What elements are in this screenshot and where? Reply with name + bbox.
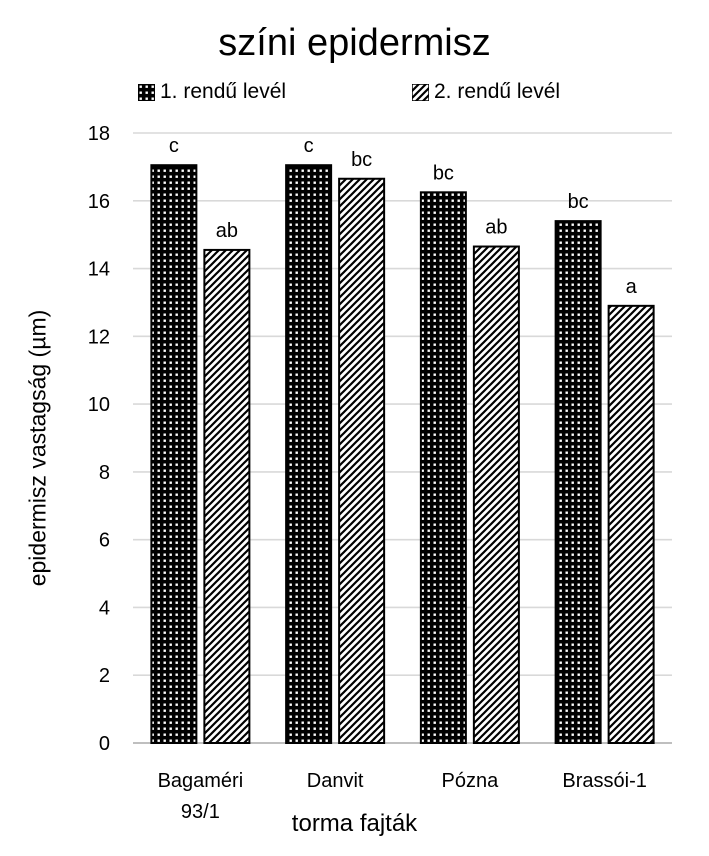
y-tick-label: 12 <box>88 326 110 348</box>
chart-title: színi epidermisz <box>218 22 491 64</box>
legend-item-series-1: 1. rendű levél <box>138 80 286 104</box>
legend-item-series-2: 2. rendű levél <box>412 80 560 104</box>
y-tick-label: 10 <box>88 394 110 416</box>
data-label: c <box>169 135 179 157</box>
bar-series-2 <box>472 245 520 744</box>
data-label: c <box>304 135 314 157</box>
x-tick-label: Pózna <box>442 770 500 792</box>
bar-series-1 <box>419 191 467 745</box>
legend-swatch-hatch <box>412 83 429 101</box>
x-tick-label: 93/1 <box>181 801 220 823</box>
x-tick-label: Brassói-1 <box>562 770 646 792</box>
y-tick-label: 6 <box>99 530 110 552</box>
y-tick-label: 16 <box>88 191 110 213</box>
y-tick-label: 8 <box>99 462 110 484</box>
bar-series-1 <box>285 164 333 744</box>
bars <box>150 164 655 745</box>
legend-swatch-dots <box>138 83 155 101</box>
y-tick-labels: 0 2 4 6 8 10 12 14 16 18 <box>88 123 110 755</box>
x-tick-label: Bagaméri <box>158 770 244 792</box>
x-tick-labels: Bagaméri 93/1 Danvit Pózna Brassói-1 <box>158 770 647 823</box>
data-labels: c ab c bc bc ab bc a <box>169 135 638 298</box>
data-label: ab <box>485 217 507 239</box>
data-label: a <box>626 276 638 298</box>
data-label: bc <box>568 191 589 213</box>
legend-label-series-2: 2. rendű levél <box>434 80 561 103</box>
bar-series-2 <box>338 177 386 744</box>
legend-label-series-1: 1. rendű levél <box>160 80 287 103</box>
data-label: ab <box>216 220 238 242</box>
bar-series-1 <box>554 220 602 745</box>
legend: 1. rendű levél 2. rendű levél <box>0 80 709 106</box>
x-tick-label: Danvit <box>307 770 364 792</box>
data-label: bc <box>433 162 454 184</box>
y-tick-label: 4 <box>99 597 110 619</box>
bar-series-2 <box>203 248 251 745</box>
y-tick-label: 14 <box>88 259 110 281</box>
x-axis-label: torma fajták <box>291 810 418 837</box>
bar-series-2 <box>607 304 655 744</box>
y-tick-label: 18 <box>88 123 110 145</box>
y-tick-label: 2 <box>99 665 110 687</box>
data-label: bc <box>351 149 372 171</box>
bar-series-1 <box>150 164 198 744</box>
y-tick-label: 0 <box>99 733 110 755</box>
